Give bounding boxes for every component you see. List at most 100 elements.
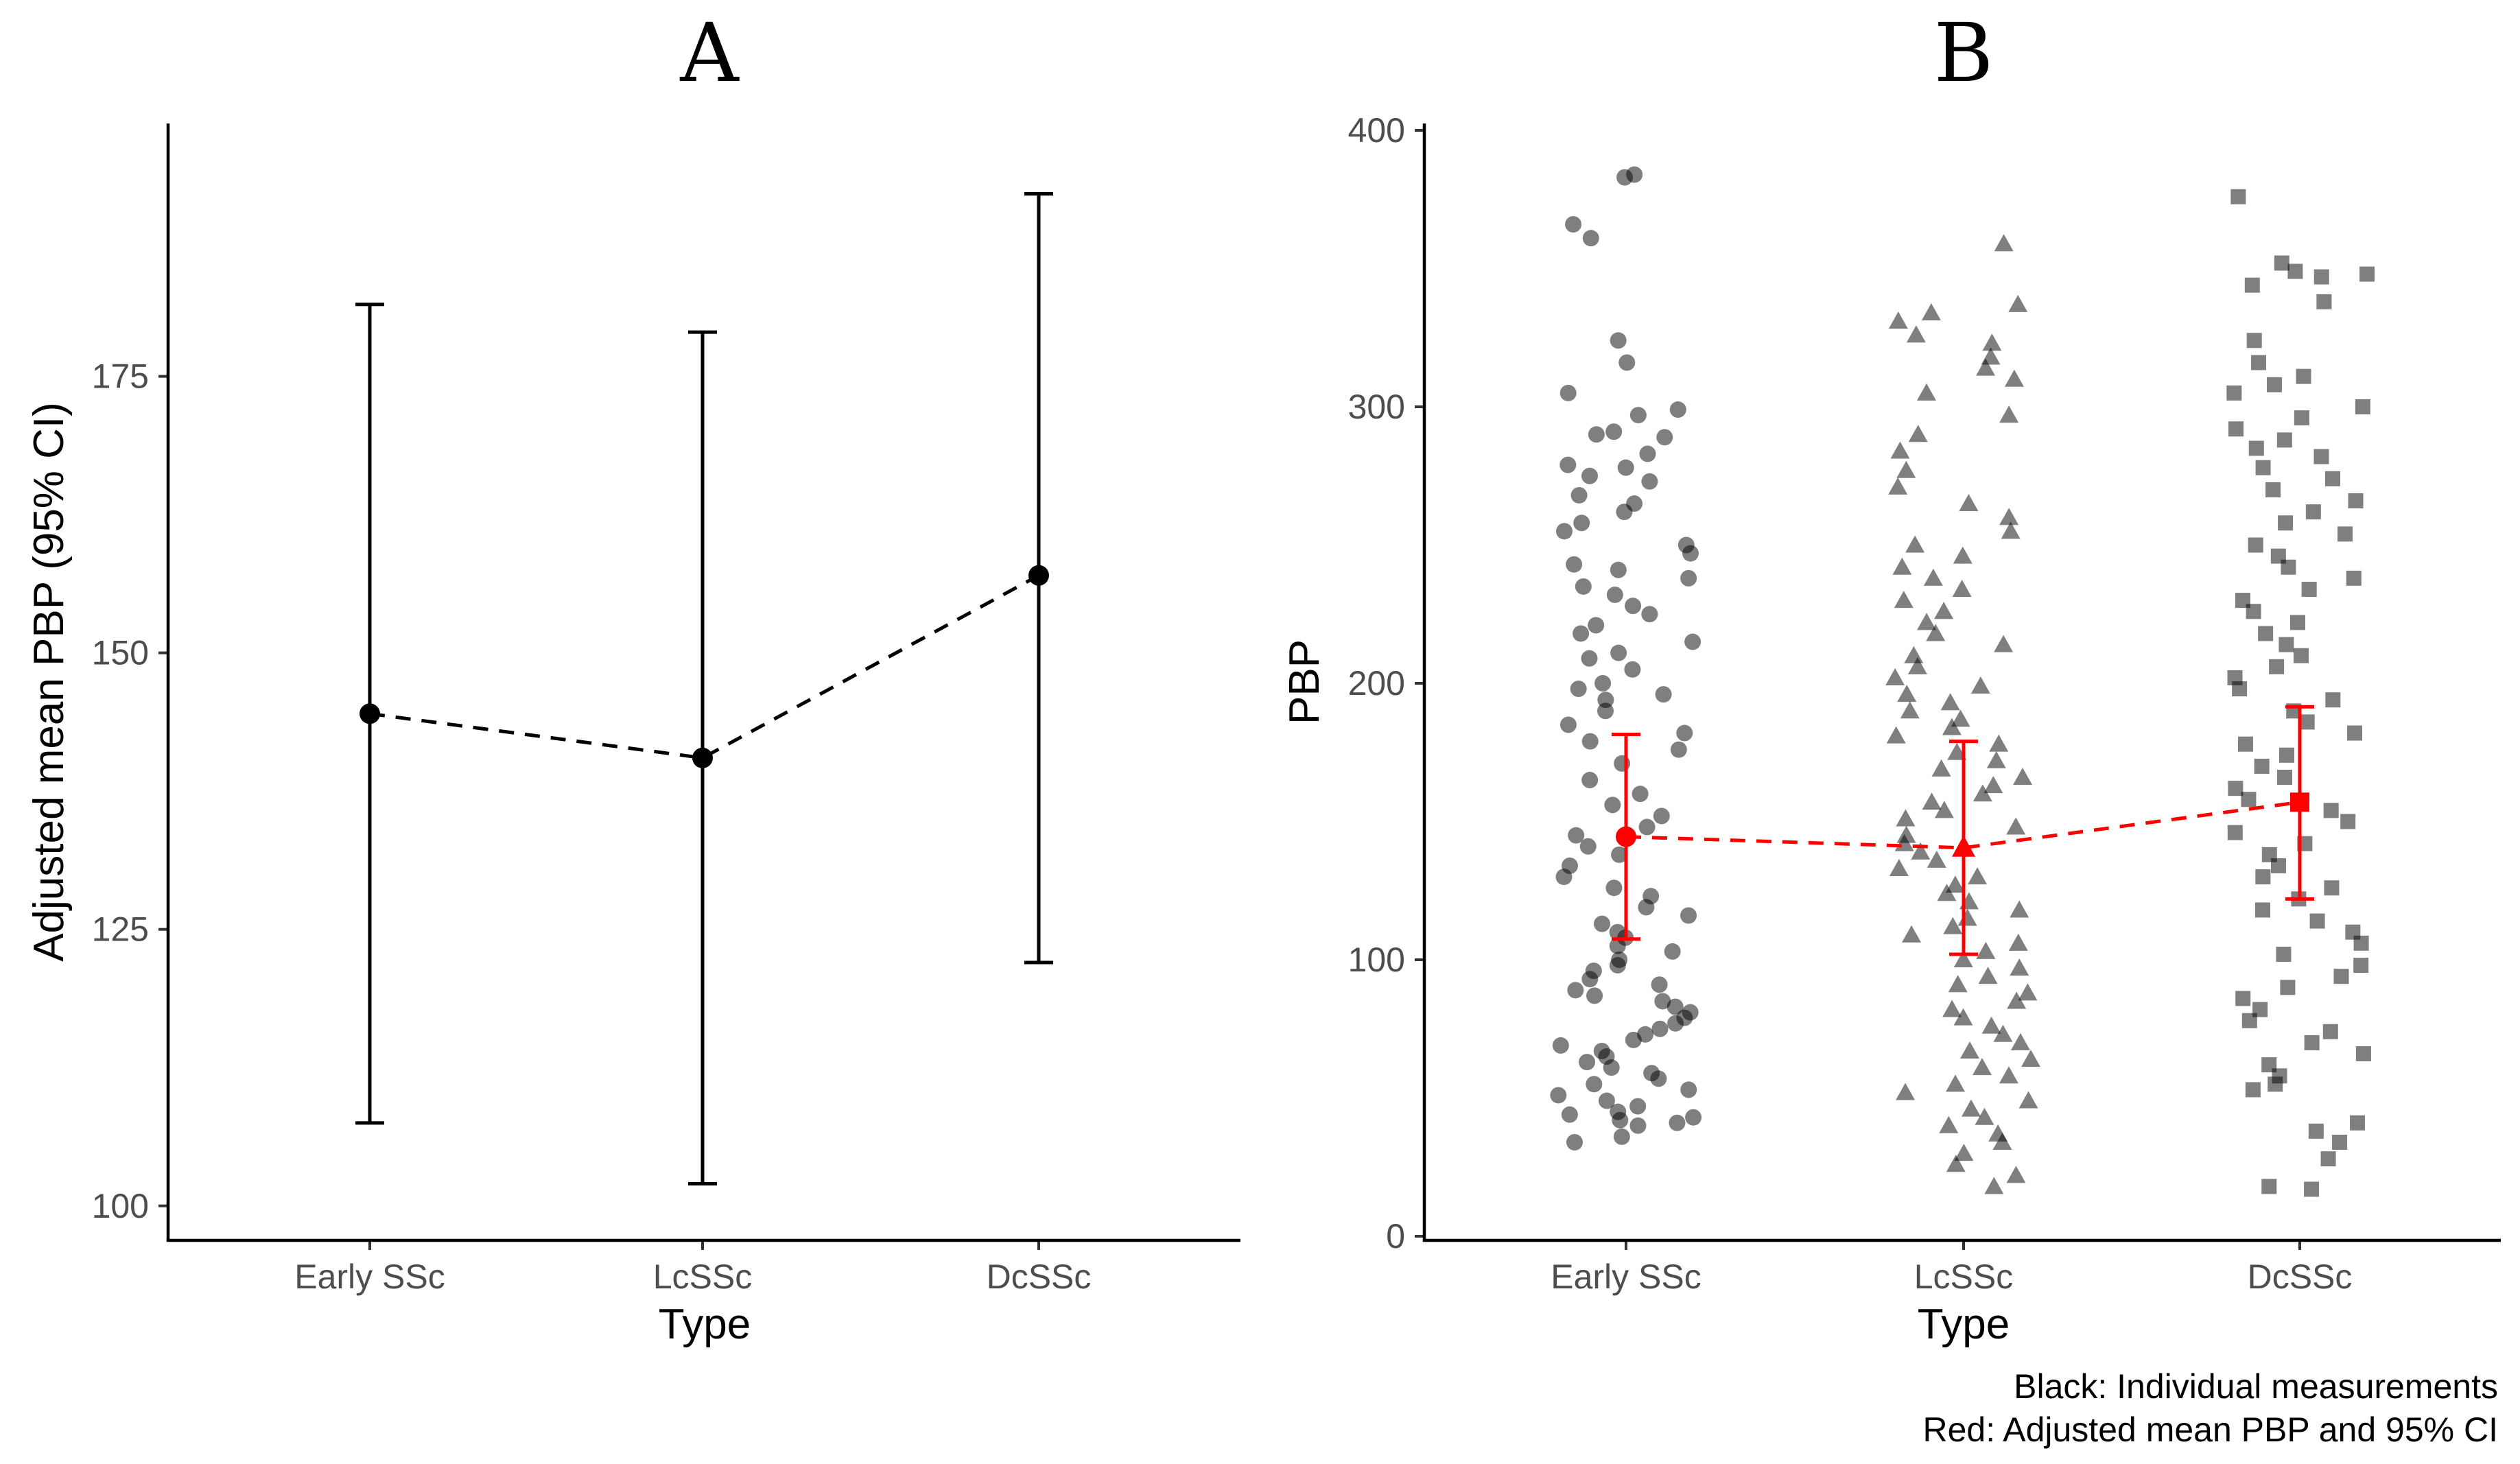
panel-b-point bbox=[2255, 869, 2271, 885]
panel-b-point bbox=[1890, 441, 1910, 459]
panel-b-point bbox=[2013, 768, 2033, 786]
panel-b-point bbox=[2289, 615, 2305, 630]
panel-a-x-tick-label: Early SSc bbox=[294, 1258, 445, 1296]
panel-b-point bbox=[2269, 659, 2285, 674]
panel-b-point bbox=[1625, 598, 1642, 615]
panel-b-point bbox=[1581, 971, 1599, 988]
panel-b-point bbox=[2320, 1151, 2336, 1167]
panel-b-point bbox=[2235, 991, 2251, 1006]
panel-b-point bbox=[2007, 991, 2027, 1009]
panel-b-point bbox=[2355, 399, 2370, 414]
panel-b-point bbox=[1625, 1031, 1642, 1048]
panel-b-point bbox=[1682, 545, 1699, 562]
panel-a-y-axis-title: Adjusted mean PBP (95% CI) bbox=[25, 402, 73, 962]
panel-b-point bbox=[2350, 1115, 2366, 1131]
panel-b-y-axis-title: PBP bbox=[1281, 639, 1328, 724]
panel-b-point bbox=[1953, 950, 1973, 967]
panel-b-point bbox=[1573, 515, 1590, 532]
panel-b-point bbox=[1981, 1016, 2001, 1034]
panel-b-point bbox=[1889, 859, 1909, 877]
panel-b-point bbox=[1680, 569, 1697, 587]
panel-b-y-axis-ticks: 0 100 200 300 400 bbox=[1348, 111, 1424, 1255]
panel-b-point bbox=[2258, 626, 2274, 641]
panel-b-point bbox=[1610, 644, 1627, 661]
panel-b-point bbox=[2276, 946, 2292, 962]
panel-b-adjusted-means bbox=[1612, 705, 2314, 956]
panel-b-point bbox=[1934, 602, 1954, 619]
panel-b-point bbox=[1579, 838, 1597, 855]
panel-b-point bbox=[1639, 445, 1656, 462]
panel-b-point bbox=[2008, 294, 2028, 312]
panel-b-point bbox=[1975, 1107, 1994, 1125]
panel-b-point bbox=[1922, 792, 1942, 810]
panel-b-mean-point bbox=[1616, 826, 1636, 847]
panel-b-point bbox=[1951, 709, 1970, 727]
panel-b-point bbox=[1610, 332, 1627, 349]
panel-b-title: B bbox=[1934, 5, 1994, 100]
panel-b-point bbox=[1581, 733, 1599, 750]
panel-b-point bbox=[1961, 1099, 1981, 1117]
panel-b-x-axis-title: Type bbox=[1918, 1301, 2010, 1348]
panel-b-point bbox=[1570, 681, 1587, 698]
panel-b-point bbox=[2338, 526, 2353, 542]
panel-b-point bbox=[2304, 1181, 2320, 1197]
panel-b-point bbox=[1896, 460, 1916, 478]
panel-a-y-tick-label: 175 bbox=[92, 357, 149, 396]
panel-a-mean-line bbox=[369, 574, 1040, 760]
panel-b-point bbox=[1986, 751, 2006, 768]
panel-b-point bbox=[2006, 817, 2026, 835]
panel-b-point bbox=[1917, 613, 1937, 630]
panel-b-y-tick-label: 200 bbox=[1348, 664, 1405, 703]
panel-b-point bbox=[2347, 725, 2363, 741]
panel-a-mean-point bbox=[692, 747, 713, 768]
panel-b-point bbox=[1618, 354, 1636, 371]
panel-b-point bbox=[2316, 294, 2332, 309]
panel-b-point bbox=[1613, 1128, 1630, 1145]
panel-b-point bbox=[2261, 1179, 2277, 1194]
panel-b-point bbox=[1559, 456, 1577, 473]
panel-b-y-tick-label: 100 bbox=[1348, 941, 1405, 979]
panel-b-point bbox=[2228, 421, 2244, 437]
panel-b-point bbox=[2251, 355, 2267, 370]
panel-a-y-tick-label: 100 bbox=[92, 1187, 149, 1225]
panel-b-point bbox=[2248, 537, 2263, 553]
panel-b-point bbox=[1567, 982, 1584, 999]
panel-b-point bbox=[1629, 1117, 1647, 1134]
panel-b-point bbox=[1610, 561, 1627, 578]
legend-note-red: Red: Adjusted mean PBP and 95% CI bbox=[1922, 1410, 2498, 1449]
panel-b-point bbox=[1916, 383, 1936, 401]
panel-b-point bbox=[1667, 1015, 1684, 1032]
panel-b-point bbox=[1685, 1109, 1702, 1126]
panel-b-point bbox=[1968, 867, 1988, 885]
panel-b-point bbox=[2021, 1050, 2040, 1067]
panel-b-x-tick-label: DcSSc bbox=[2248, 1258, 2353, 1296]
panel-b-point bbox=[1999, 508, 2019, 526]
panel-b-point bbox=[1684, 633, 1701, 650]
panel-b-point bbox=[1896, 809, 1916, 827]
panel-a-x-tick-label: DcSSc bbox=[987, 1258, 1092, 1296]
panel-b-point bbox=[1921, 303, 1941, 320]
panel-b-point bbox=[1603, 1059, 1620, 1076]
panel-b-point bbox=[1593, 915, 1610, 932]
panel-b-point bbox=[1626, 166, 1643, 183]
panel-b-point bbox=[2287, 263, 2303, 279]
panel-b-point bbox=[1999, 405, 2019, 423]
panel-b-point bbox=[1904, 646, 1924, 663]
panel-b-point bbox=[1573, 625, 1590, 642]
panel-b-point bbox=[1556, 523, 1573, 540]
panel-b-point bbox=[2333, 969, 2349, 984]
panel-b-point bbox=[1579, 1054, 1596, 1071]
panel-b-point bbox=[1946, 1074, 1966, 1092]
panel-b-point bbox=[1555, 869, 1573, 886]
panel-b-point bbox=[1594, 675, 1612, 692]
panel-b-point bbox=[1614, 755, 1631, 772]
panel-b-point bbox=[1669, 401, 1686, 418]
panel-b-point bbox=[2281, 559, 2296, 575]
panel-b-point bbox=[1629, 1098, 1647, 1115]
panel-b-point bbox=[1896, 825, 1916, 843]
panel-a-plot-area bbox=[355, 192, 1053, 1186]
panel-b-point bbox=[1907, 657, 1927, 674]
panel-b-point bbox=[1954, 1144, 1974, 1161]
panel-b-point bbox=[1934, 801, 1954, 818]
panel-b-point bbox=[1588, 426, 1605, 443]
